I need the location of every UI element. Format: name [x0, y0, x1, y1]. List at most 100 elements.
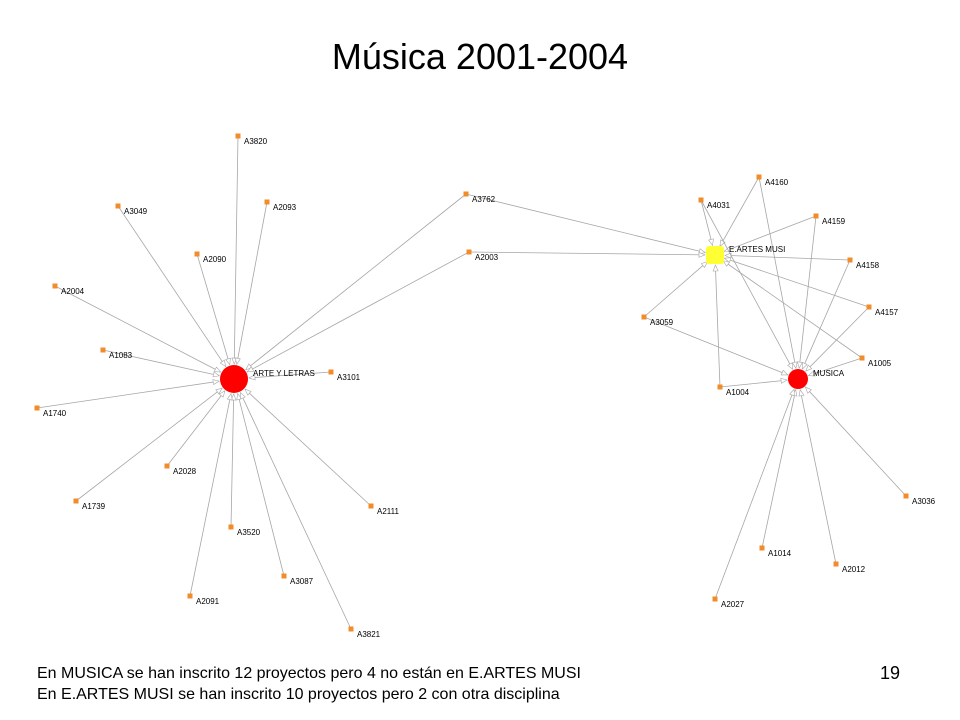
- edge-a1004-to-musica: [719, 379, 788, 388]
- arrowhead: [805, 364, 813, 372]
- project-node-a1083[interactable]: A1083: [100, 347, 133, 361]
- project-node-a3049[interactable]: A3049: [115, 203, 148, 217]
- project-marker: [164, 463, 170, 469]
- edge-a4158-to-e-artes-musi: [724, 254, 851, 261]
- arrowhead: [804, 386, 812, 394]
- project-node-a4031[interactable]: A4031: [698, 197, 731, 211]
- project-marker: [866, 304, 872, 310]
- hub-marker: [788, 369, 808, 389]
- project-label: A2090: [203, 255, 227, 264]
- project-node-a3820[interactable]: A3820: [235, 133, 268, 147]
- project-marker: [847, 257, 853, 263]
- project-label: A4157: [875, 308, 899, 317]
- project-label: A1014: [768, 549, 792, 558]
- arrowhead: [722, 260, 731, 267]
- arrowhead: [248, 374, 256, 381]
- edge-a1014-to-musica: [761, 389, 797, 549]
- arrowhead: [780, 377, 788, 384]
- project-node-a2093[interactable]: A2093: [264, 199, 297, 213]
- arrowhead: [698, 251, 706, 258]
- project-node-a3036[interactable]: A3036: [903, 493, 936, 507]
- edge-a2111-to-arte-y-letras: [244, 388, 372, 507]
- edge-a1083-to-arte-y-letras: [102, 349, 220, 377]
- project-label: A2003: [475, 253, 499, 262]
- project-node-a3762[interactable]: A3762: [463, 191, 496, 205]
- project-node-a3821[interactable]: A3821: [348, 626, 381, 640]
- project-node-a1004[interactable]: A1004: [717, 384, 750, 398]
- edge-a4157-to-musica: [805, 306, 870, 372]
- project-label: A4160: [765, 178, 789, 187]
- project-label: A3059: [650, 318, 674, 327]
- project-node-a3520[interactable]: A3520: [228, 524, 261, 538]
- hub-node-e-artes-musi[interactable]: E.ARTES MUSI: [706, 245, 785, 264]
- project-marker: [641, 314, 647, 320]
- project-node-a1740[interactable]: A1740: [34, 405, 67, 419]
- project-node-a2090[interactable]: A2090: [194, 251, 227, 265]
- project-node-a2003[interactable]: A2003: [466, 249, 499, 263]
- project-node-a2012[interactable]: A2012: [833, 561, 866, 575]
- hub-node-arte-y-letras[interactable]: ARTE Y LETRAS: [220, 365, 315, 393]
- project-node-a1014[interactable]: A1014: [759, 545, 792, 559]
- arrowhead: [215, 387, 223, 395]
- project-label: A2004: [61, 287, 85, 296]
- edge-a3049-to-arte-y-letras: [117, 205, 226, 367]
- edge-a4031-to-e-artes-musi: [700, 199, 713, 246]
- project-node-a2091[interactable]: A2091: [187, 593, 220, 607]
- project-marker: [194, 251, 200, 257]
- arrowhead: [244, 388, 252, 396]
- edge-a1004-to-e-artes-musi: [714, 264, 721, 388]
- project-node-a4160[interactable]: A4160: [756, 174, 789, 188]
- hub-label: MUSICA: [813, 369, 845, 378]
- nodes-layer: A3820 A3049 A2093 A2090 A2004 A1083 A1740 A3101…: [34, 133, 936, 640]
- note-eartes-musi: En E.ARTES MUSI se han inscrito 10 proye…: [37, 686, 560, 703]
- hub-label: E.ARTES MUSI: [729, 245, 785, 254]
- edge-a1739-to-arte-y-letras: [75, 387, 223, 502]
- project-node-a3059[interactable]: A3059: [641, 314, 674, 328]
- edge-a3820-to-arte-y-letras: [233, 135, 239, 365]
- project-node-a2028[interactable]: A2028: [164, 463, 197, 477]
- arrowhead: [698, 248, 707, 254]
- project-label: A2027: [721, 600, 745, 609]
- project-marker: [73, 498, 79, 504]
- edge-a3087-to-arte-y-letras: [237, 393, 285, 577]
- arrowhead: [807, 370, 816, 377]
- project-label: A2028: [173, 467, 197, 476]
- hub-node-musica[interactable]: MUSICA: [788, 369, 845, 389]
- project-label: A2111: [377, 507, 399, 516]
- project-node-a2111[interactable]: A2111: [368, 503, 400, 517]
- project-marker: [368, 503, 374, 509]
- project-node-a2027[interactable]: A2027: [712, 596, 745, 610]
- project-node-a2004[interactable]: A2004: [52, 283, 85, 297]
- page-number: 19: [880, 663, 901, 683]
- edge-a3059-to-e-artes-musi: [643, 261, 708, 318]
- edge-a3101-to-arte-y-letras: [248, 371, 332, 379]
- project-marker: [466, 249, 472, 255]
- arrowhead: [791, 361, 798, 369]
- arrowhead: [798, 389, 805, 397]
- project-node-a3087[interactable]: A3087: [281, 573, 314, 587]
- edge-a2028-to-arte-y-letras: [166, 390, 226, 467]
- project-node-a1739[interactable]: A1739: [73, 498, 106, 512]
- project-label: A3087: [290, 577, 314, 586]
- project-marker: [756, 174, 762, 180]
- project-label: A3820: [244, 137, 268, 146]
- project-marker: [328, 369, 334, 375]
- project-label: A4031: [707, 201, 731, 210]
- project-label: A3101: [337, 373, 361, 382]
- arrowhead: [235, 357, 241, 366]
- edge-a4158-to-musica: [802, 259, 851, 370]
- project-node-a3101[interactable]: A3101: [328, 369, 361, 383]
- edge-a2004-to-arte-y-letras: [54, 285, 221, 373]
- project-label: A1083: [109, 351, 133, 360]
- project-node-a4159[interactable]: A4159: [813, 213, 846, 227]
- project-label: A3036: [912, 497, 936, 506]
- project-node-a1005[interactable]: A1005: [859, 355, 892, 369]
- edge-a4160-to-e-artes-musi: [719, 176, 760, 247]
- project-node-a4157[interactable]: A4157: [866, 304, 899, 318]
- school-marker: [706, 246, 724, 264]
- project-label: A2012: [842, 565, 866, 574]
- project-label: A1739: [82, 502, 106, 511]
- project-node-a4158[interactable]: A4158: [847, 257, 880, 271]
- edge-a2012-to-musica: [799, 389, 837, 565]
